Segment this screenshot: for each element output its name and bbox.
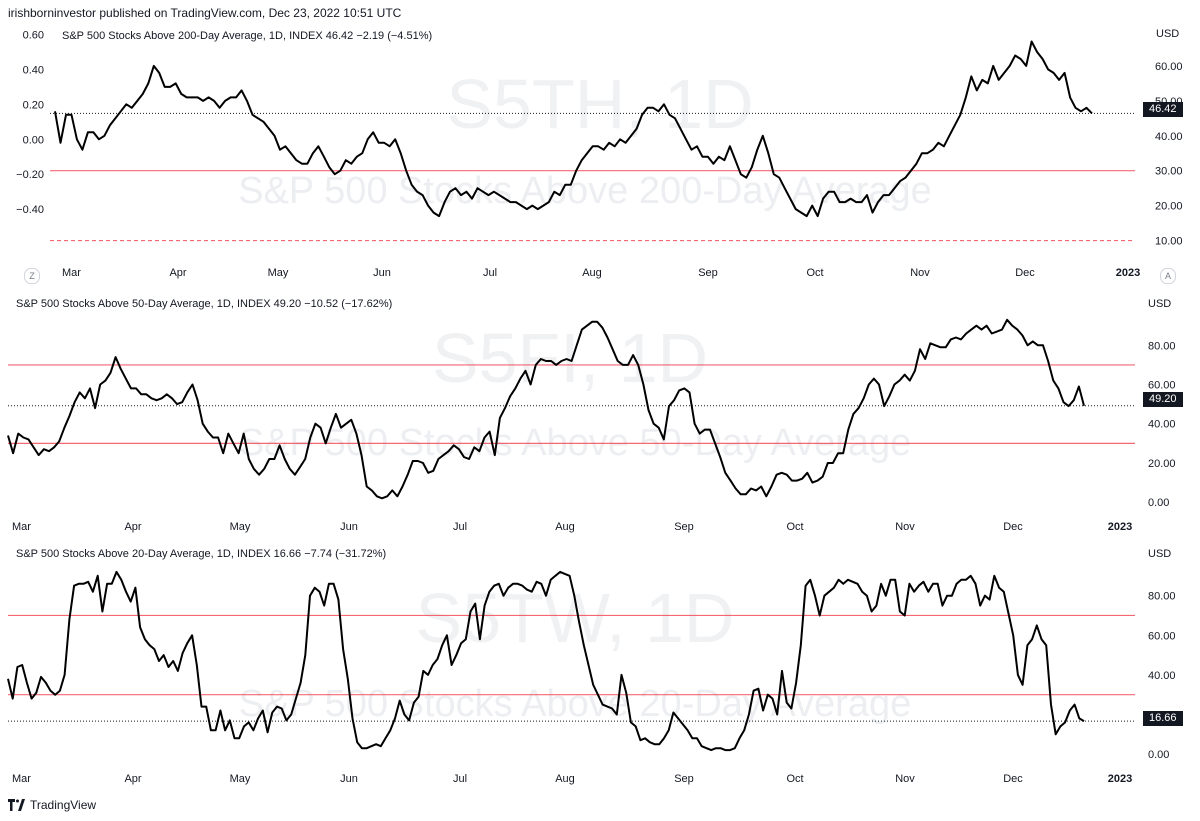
watermark-ticker: S5TH, 1D (446, 65, 753, 143)
x-tick-label: Apr (124, 521, 141, 533)
x-tick-label: Aug (582, 267, 602, 279)
y-tick-label: 80.00 (1148, 340, 1176, 352)
y-tick-label: 20.00 (1155, 201, 1183, 213)
tradingview-logo-icon (8, 799, 25, 811)
currency-label: USD (1148, 548, 1172, 560)
watermark-name: S&P 500 Stocks Above 200-Day Average (238, 170, 932, 212)
x-tick-label: May (230, 773, 251, 785)
x-tick-label: 2023 (1116, 267, 1140, 279)
y-tick-label: 20.00 (1148, 458, 1176, 470)
series-line (7, 570, 1085, 752)
x-tick-label: Aug (555, 773, 575, 785)
zoom-button[interactable]: Z (24, 268, 40, 284)
x-tick-label: Dec (1015, 267, 1035, 279)
publisher-header: irishborninvestor published on TradingVi… (8, 6, 402, 20)
x-tick-label: Jul (453, 773, 467, 785)
x-tick-label: Jul (453, 521, 467, 533)
footer-branding: TradingView (8, 798, 96, 812)
y-tick-label: 40.00 (1148, 670, 1176, 682)
x-tick-label: Oct (786, 521, 803, 533)
x-tick-label: Mar (12, 521, 31, 533)
left-y-tick-label: 0.20 (23, 99, 44, 111)
x-tick-label: Nov (895, 521, 915, 533)
x-tick-label: May (230, 521, 251, 533)
x-tick-label: Oct (786, 773, 803, 785)
y-tick-label: 10.00 (1155, 236, 1183, 248)
last-value-tag: 46.42 (1143, 102, 1183, 117)
y-tick-label: 40.00 (1148, 419, 1176, 431)
chart-panel-20day: S5TW, 1D S&P 500 Stocks Above 20-Day Aver… (0, 544, 1200, 792)
watermark-ticker: S5FI, 1D (432, 319, 708, 397)
series-line (7, 318, 1085, 500)
currency-label: USD (1156, 28, 1180, 40)
x-tick-label: Sep (674, 773, 694, 785)
y-tick-label: 60.00 (1155, 61, 1183, 73)
x-tick-label: Jun (373, 267, 391, 279)
footer-brand-text: TradingView (30, 798, 97, 812)
watermark-name: S&P 500 Stocks Above 20-Day Average (239, 683, 911, 725)
y-tick-label: 60.00 (1148, 630, 1176, 642)
panel-title: S&P 500 Stocks Above 50-Day Average, 1D,… (16, 298, 393, 310)
y-tick-label: 0.00 (1148, 497, 1169, 509)
chart-panel-200day: S5TH, 1D S&P 500 Stocks Above 200-Day Ave… (0, 18, 1200, 288)
x-tick-label: May (268, 267, 289, 279)
last-value-tag: 49.20 (1143, 392, 1183, 407)
currency-label: USD (1148, 298, 1172, 310)
left-y-tick-label: 0.00 (23, 134, 44, 146)
y-tick-label: 80.00 (1148, 591, 1176, 603)
y-tick-label: 60.00 (1148, 380, 1176, 392)
y-tick-label: 0.00 (1148, 749, 1169, 761)
y-tick-label: 30.00 (1155, 166, 1183, 178)
y-tick-label: 40.00 (1155, 131, 1183, 143)
chart-svg-50day[interactable]: S5FI, 1D S&P 500 Stocks Above 50-Day Aver… (0, 292, 1200, 540)
series-line (54, 40, 1093, 218)
x-tick-label: Jul (483, 267, 497, 279)
panel-title: S&P 500 Stocks Above 20-Day Average, 1D,… (16, 548, 387, 560)
x-tick-label: Apr (124, 773, 141, 785)
x-tick-label: 2023 (1108, 773, 1132, 785)
x-tick-label: Jun (340, 521, 358, 533)
x-tick-label: Aug (555, 521, 575, 533)
left-y-tick-label: 0.40 (23, 64, 44, 76)
x-tick-label: Dec (1003, 521, 1023, 533)
left-y-tick-label: −0.40 (16, 204, 44, 216)
x-tick-label: Sep (698, 267, 718, 279)
watermark-ticker: S5TW, 1D (416, 579, 735, 657)
x-tick-label: Mar (12, 773, 31, 785)
chart-panel-50day: S5FI, 1D S&P 500 Stocks Above 50-Day Aver… (0, 292, 1200, 540)
x-tick-label: Nov (910, 267, 930, 279)
x-tick-label: Oct (806, 267, 823, 279)
x-tick-label: Mar (62, 267, 81, 279)
x-tick-label: Dec (1003, 773, 1023, 785)
chart-svg-200day[interactable]: S5TH, 1D S&P 500 Stocks Above 200-Day Ave… (0, 18, 1200, 288)
last-value-tag: 16.66 (1143, 711, 1183, 726)
x-tick-label: Sep (674, 521, 694, 533)
x-tick-label: Apr (169, 267, 186, 279)
x-tick-label: 2023 (1108, 521, 1132, 533)
auto-scale-button[interactable]: A (1160, 268, 1176, 284)
panel-title: S&P 500 Stocks Above 200-Day Average, 1D… (62, 30, 433, 42)
left-y-tick-label: 0.60 (23, 30, 44, 42)
x-tick-label: Jun (340, 773, 358, 785)
chart-svg-20day[interactable]: S5TW, 1D S&P 500 Stocks Above 20-Day Aver… (0, 544, 1200, 792)
x-tick-label: Nov (895, 773, 915, 785)
left-y-tick-label: −0.20 (16, 169, 44, 181)
